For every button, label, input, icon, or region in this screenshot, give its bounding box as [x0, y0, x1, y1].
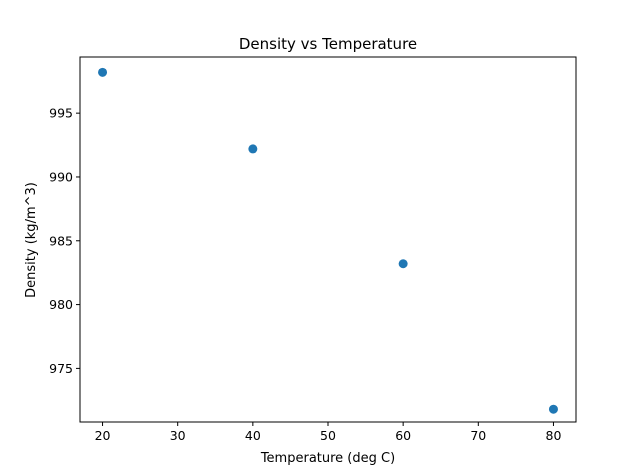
y-axis-ticks: 975 980 985 990 995 [49, 106, 80, 376]
x-tick-label: 30 [170, 428, 186, 443]
y-tick-label: 995 [49, 106, 73, 121]
x-axis-label: Temperature (deg C) [260, 451, 395, 466]
y-tick-label: 990 [49, 169, 73, 184]
x-tick-label: 20 [95, 428, 111, 443]
chart-title: Density vs Temperature [239, 35, 417, 53]
y-tick-label: 985 [49, 233, 73, 248]
x-tick-label: 40 [245, 428, 261, 443]
data-point [98, 67, 108, 77]
x-tick-label: 50 [320, 428, 336, 443]
x-tick-label: 70 [470, 428, 486, 443]
data-point [398, 259, 408, 269]
data-point [548, 404, 558, 414]
y-tick-label: 975 [49, 361, 73, 376]
data-point [248, 144, 258, 154]
x-tick-label: 60 [395, 428, 411, 443]
x-tick-label: 80 [546, 428, 562, 443]
y-tick-label: 980 [49, 297, 73, 312]
x-axis-ticks: 20 30 40 50 60 70 80 [95, 422, 562, 443]
scatter-points [98, 67, 558, 414]
y-axis-label: Density (kg/m^3) [24, 182, 39, 298]
plot-frame [79, 56, 577, 423]
